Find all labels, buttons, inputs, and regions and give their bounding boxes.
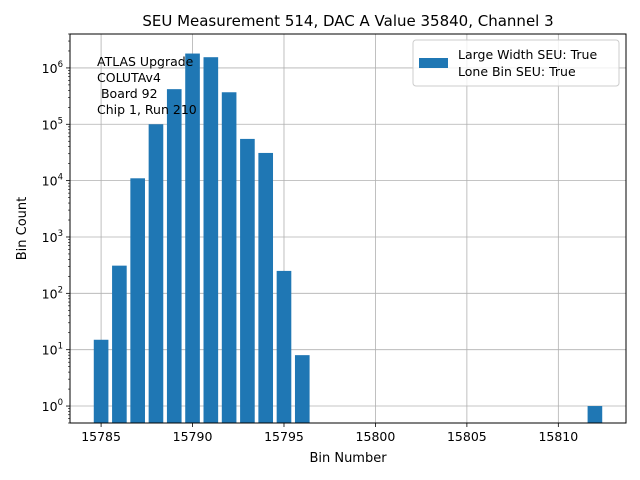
y-tick-label: 104 [42,173,63,189]
bar [185,53,200,423]
annotation-line: Chip 1, Run 210 [97,102,197,117]
chart-title: SEU Measurement 514, DAC A Value 35840, … [142,12,553,30]
bar [130,178,145,423]
annotation-line: COLUTAv4 [97,70,161,85]
legend-box [412,39,620,87]
ticks: 15785 15790 15795 15800 15805 15810 100 101 102 1… [42,33,578,444]
bar [166,89,182,423]
bar [240,138,255,423]
y-tick-label: 103 [42,229,63,245]
x-tick-label: 15800 [356,429,396,444]
y-tick-label: 100 [42,398,63,414]
x-tick-label: 15795 [264,429,304,444]
y-tick-label: 106 [42,60,63,76]
bar [112,265,127,423]
legend-label: Large Width SEU: True [458,47,597,62]
legend-swatch [419,58,448,68]
bar [258,152,274,424]
chart-annotation: ATLAS Upgrade COLUTAv4 Board 92 Chip 1, … [97,54,197,117]
x-axis-title: Bin Number [309,451,387,466]
x-tick-label: 15785 [81,429,121,444]
bar [276,270,292,423]
y-tick-label: 101 [42,342,63,358]
bar [221,92,237,423]
y-tick-label: 105 [42,116,63,132]
bar [93,339,109,423]
bar [203,57,219,423]
y-tick-label: 102 [42,285,63,301]
bars [93,53,603,424]
plot-frame [69,33,627,424]
annotation-line: ATLAS Upgrade [97,54,194,69]
x-tick-label: 15810 [538,429,578,444]
y-axis-title: Bin Count [15,197,30,261]
annotation-line: Board 92 [97,86,158,101]
bar [587,406,603,423]
bar [294,355,310,423]
x-tick-label: 15805 [447,429,487,444]
legend-label: Lone Bin SEU: True [458,64,576,79]
bar [148,124,164,424]
x-tick-label: 15790 [173,429,213,444]
legend: Large Width SEU: True Lone Bin SEU: True [412,39,620,87]
